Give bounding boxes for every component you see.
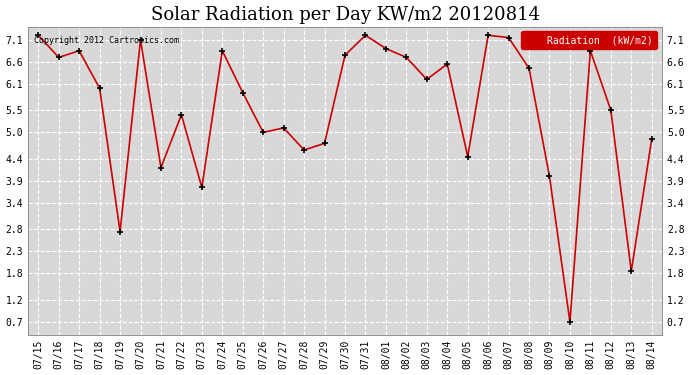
Text: Copyright 2012 Cartronics.com: Copyright 2012 Cartronics.com (34, 36, 179, 45)
Legend: Radiation  (kW/m2): Radiation (kW/m2) (521, 32, 657, 49)
Title: Solar Radiation per Day KW/m2 20120814: Solar Radiation per Day KW/m2 20120814 (150, 6, 540, 24)
